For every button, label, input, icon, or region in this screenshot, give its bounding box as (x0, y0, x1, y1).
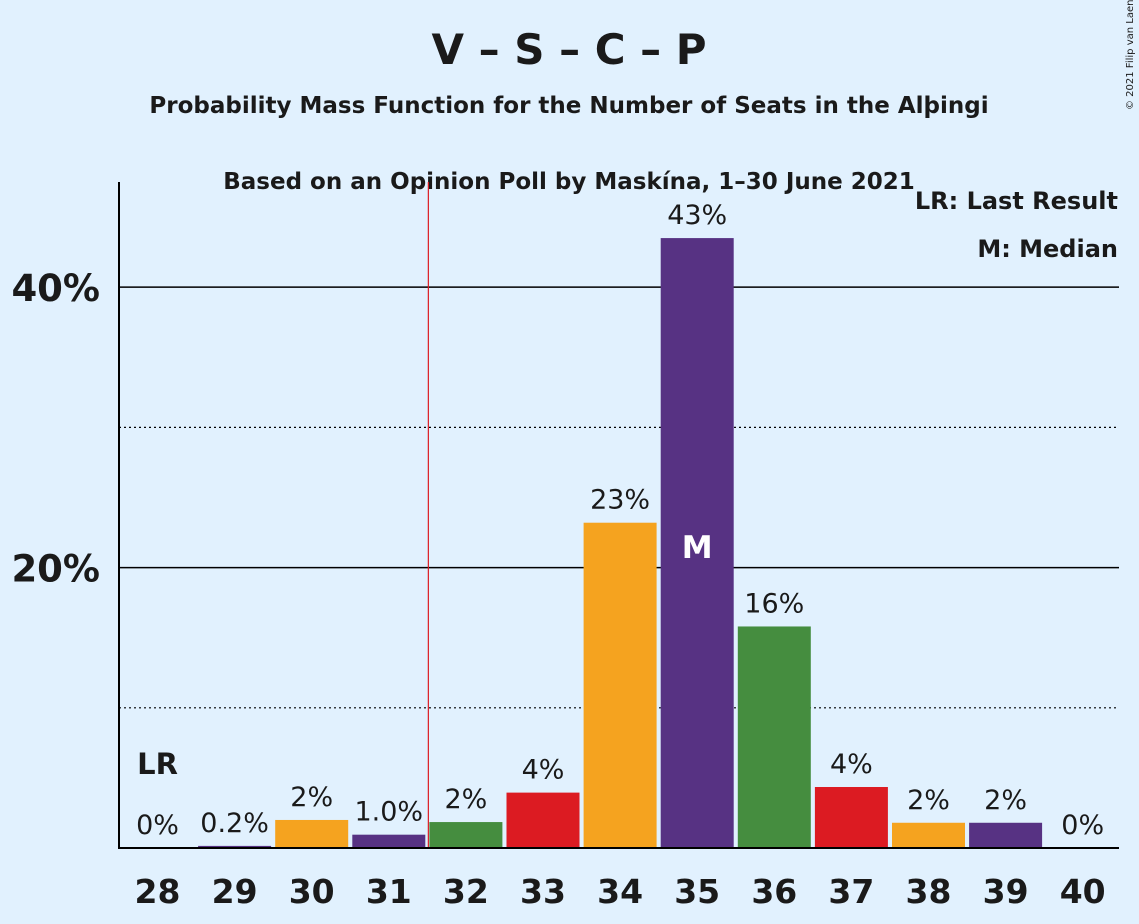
bar-seat-36 (737, 626, 811, 848)
value-label-40: 0% (1061, 810, 1104, 841)
value-label-28: 0% (136, 810, 179, 841)
bar-seat-39 (969, 822, 1043, 848)
x-tick-label-36: 36 (751, 872, 797, 911)
x-tick-label-37: 37 (828, 872, 874, 911)
median-marker: M (682, 530, 713, 566)
legend-last-result: LR: Last Result (915, 187, 1118, 215)
x-tick-label-38: 38 (906, 872, 952, 911)
bar-seat-38 (892, 822, 965, 848)
chart-subtitle-2: Based on an Opinion Poll by Maskína, 1–3… (223, 169, 915, 195)
value-label-39: 2% (984, 785, 1027, 816)
bar-seat-29 (198, 845, 272, 848)
bar-seat-35 (660, 238, 734, 848)
value-label-38: 2% (907, 785, 950, 816)
bar-seat-32 (429, 822, 503, 848)
bar-seat-33 (506, 792, 580, 848)
x-tick-label-32: 32 (443, 872, 489, 911)
bar-seat-34 (583, 522, 657, 848)
x-tick-label-35: 35 (674, 872, 720, 911)
x-tick-label-39: 39 (983, 872, 1029, 911)
x-tick-label-29: 29 (212, 872, 258, 911)
chart-subtitle-1: Probability Mass Function for the Number… (149, 93, 988, 119)
value-label-35: 43% (667, 200, 727, 231)
chart-title: V – S – C – P (431, 25, 706, 74)
copyright-text: © 2021 Filip van Laenen (1125, 0, 1136, 110)
y-tick-label: 20% (11, 548, 100, 591)
value-label-33: 4% (522, 755, 565, 786)
y-tick-label: 40% (11, 267, 100, 310)
annotations: 0% 0.2% 2% 1.0% 2% 4% 23% 43% 16% 4% 2% 2% 0% LR M (136, 182, 1104, 848)
value-label-29: 0.2% (200, 808, 269, 839)
value-label-30: 2% (290, 782, 333, 813)
x-tick-label-40: 40 (1060, 872, 1106, 911)
legend-median: M: Median (977, 235, 1118, 263)
value-label-36: 16% (744, 588, 804, 619)
value-label-32: 2% (444, 784, 487, 815)
x-tick-label-28: 28 (135, 872, 181, 911)
bar-seat-30 (275, 819, 349, 848)
bar-seat-37 (814, 787, 888, 848)
x-tick-label-33: 33 (520, 872, 566, 911)
bar-seat-31 (352, 834, 426, 848)
x-tick-label-34: 34 (597, 872, 643, 911)
value-label-34: 23% (590, 485, 650, 516)
bars (198, 238, 1043, 848)
x-tick-label-31: 31 (366, 872, 412, 911)
value-label-31: 1.0% (354, 797, 423, 828)
x-tick-label-30: 30 (289, 872, 335, 911)
last-result-marker: LR (137, 747, 178, 781)
value-label-37: 4% (830, 749, 873, 780)
y-axis-ticks: 20% 40% (11, 267, 100, 590)
x-axis-ticks: 28 29 30 31 32 33 34 35 36 37 38 39 40 (135, 872, 1106, 911)
